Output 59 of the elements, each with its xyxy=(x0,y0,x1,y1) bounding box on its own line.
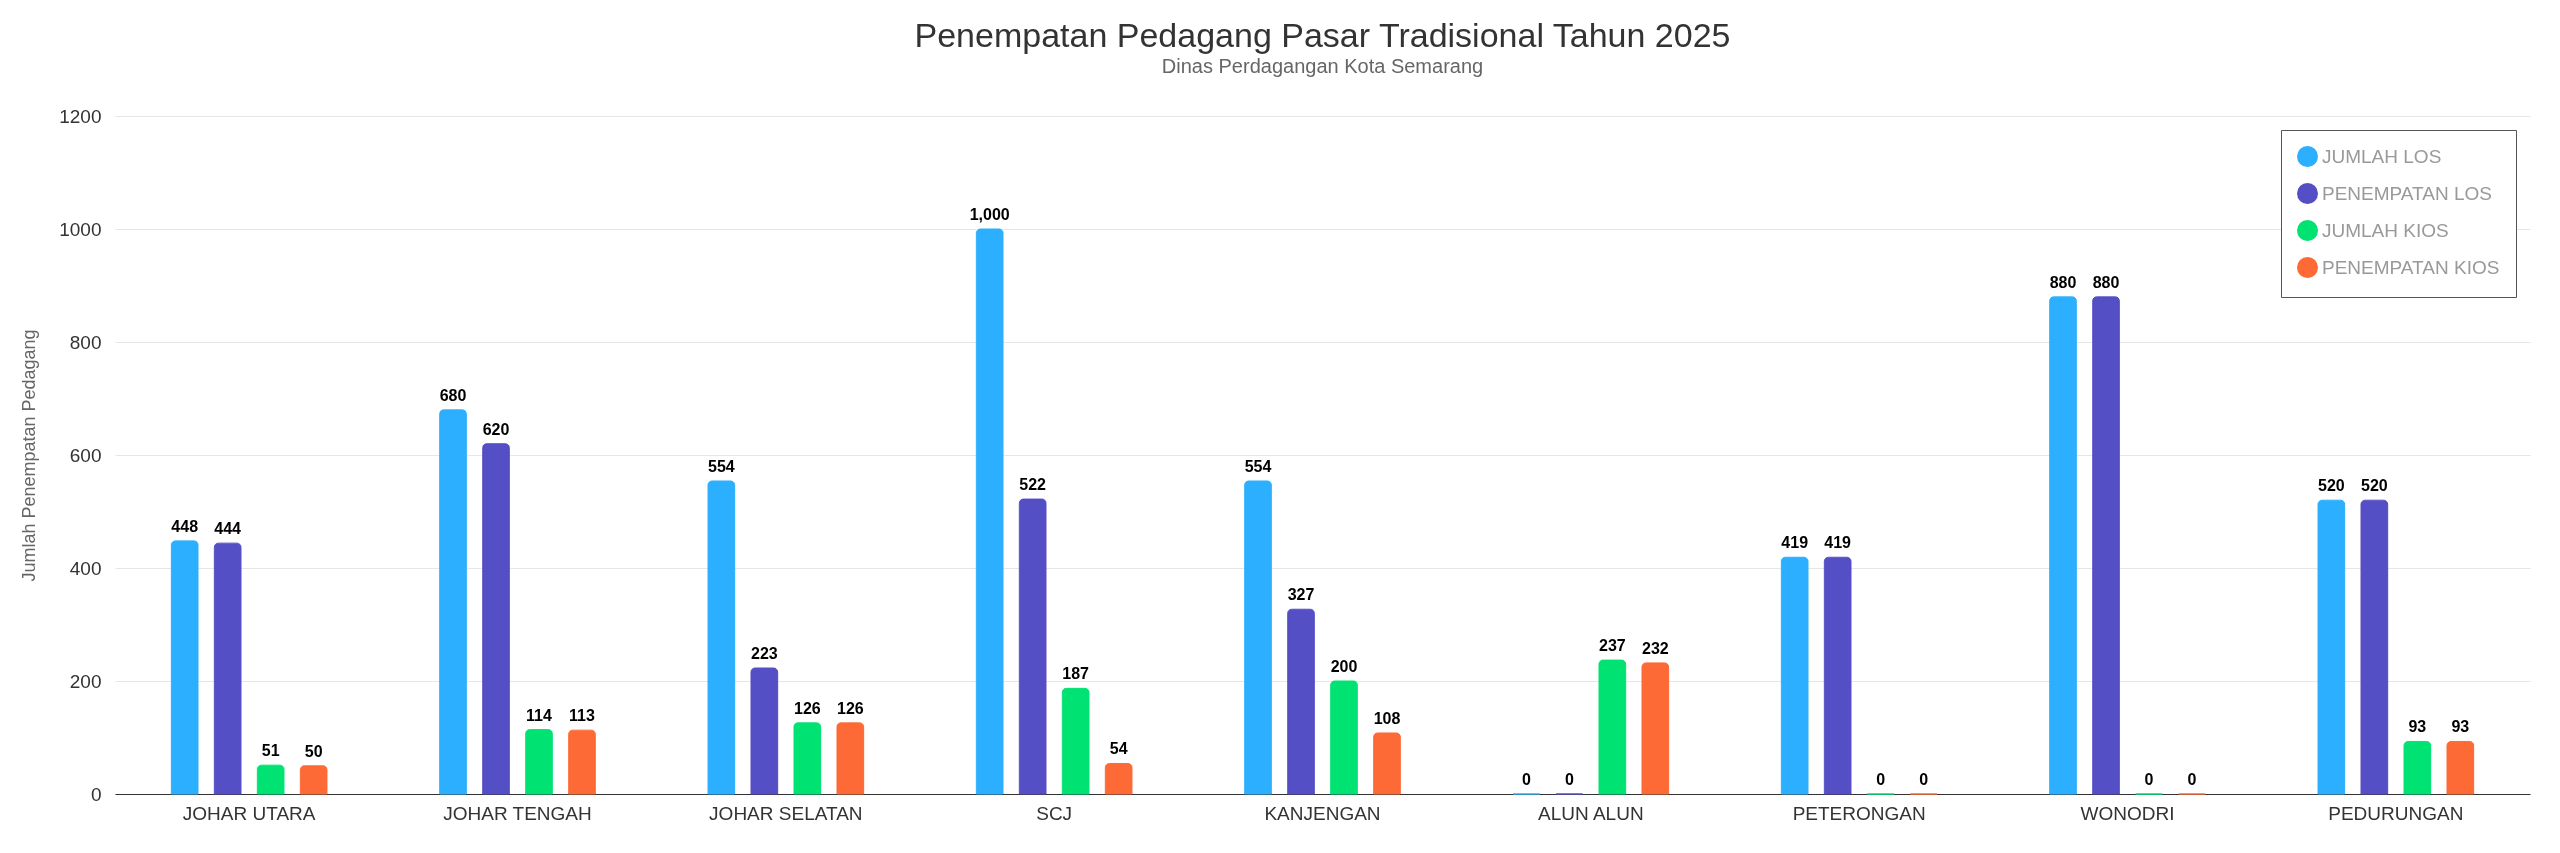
legend-label: PENEMPATAN KIOS xyxy=(2322,256,2500,278)
legend-label: JUMLAH LOS xyxy=(2322,145,2442,167)
data-label: 54 xyxy=(1109,740,1128,758)
y-axis-title: Jumlah Penempatan Pedagang xyxy=(19,329,40,582)
data-label: 51 xyxy=(261,742,280,760)
data-label: 126 xyxy=(793,699,821,717)
data-label: 419 xyxy=(1781,534,1809,552)
data-label: 200 xyxy=(1330,658,1358,675)
data-label: 448 xyxy=(171,517,199,535)
data-label: 554 xyxy=(707,457,735,475)
data-label: 554 xyxy=(1244,457,1272,475)
y-tick-label: 1000 xyxy=(59,218,102,240)
y-tick-label: 0 xyxy=(90,783,102,805)
data-label: 327 xyxy=(1287,586,1315,604)
data-label: 1,000 xyxy=(969,206,1010,223)
y-tick-label: 200 xyxy=(69,670,102,692)
data-label: 520 xyxy=(2317,477,2345,495)
data-label: 114 xyxy=(526,706,552,724)
x-tick-label: JOHAR UTARA xyxy=(182,802,316,824)
x-tick-label: PETERONGAN xyxy=(1792,802,1926,824)
data-label: 0 xyxy=(1876,771,1886,788)
legend-label: PENEMPATAN LOS xyxy=(2322,182,2492,204)
data-label: 126 xyxy=(836,699,864,717)
x-tick-label: KANJENGAN xyxy=(1264,802,1381,824)
data-label: 0 xyxy=(1564,771,1574,788)
data-label: 113 xyxy=(569,707,595,725)
chart-subtitle: Dinas Perdagangan Kota Semarang xyxy=(1161,55,1484,77)
data-label: 880 xyxy=(2092,273,2120,291)
data-label: 232 xyxy=(1641,639,1669,657)
data-label: 223 xyxy=(750,645,778,663)
x-tick-label: SCJ xyxy=(1036,802,1073,824)
data-label: 0 xyxy=(2187,771,2197,788)
data-label: 0 xyxy=(1521,771,1531,788)
y-tick-label: 800 xyxy=(69,331,102,353)
x-tick-label: JOHAR TENGAH xyxy=(443,802,592,824)
data-label: 520 xyxy=(2360,477,2388,495)
data-label: 237 xyxy=(1598,637,1626,655)
chart-title: Penempatan Pedagang Pasar Tradisional Tahun 2025 xyxy=(914,16,1731,54)
y-tick-label: 400 xyxy=(69,557,102,579)
x-tick-label: PEDURUNGAN xyxy=(2328,802,2464,824)
data-label: 50 xyxy=(304,742,323,760)
y-tick-label: 1200 xyxy=(59,105,102,127)
data-label: 620 xyxy=(482,420,510,438)
legend-label: JUMLAH KIOS xyxy=(2322,219,2449,241)
x-tick-label: ALUN ALUN xyxy=(1538,802,1644,824)
y-tick-label: 600 xyxy=(69,444,102,466)
data-label: 0 xyxy=(1919,771,1929,788)
x-tick-label: WONODRI xyxy=(2080,802,2175,824)
data-label: 880 xyxy=(2049,273,2077,291)
data-label: 93 xyxy=(2408,718,2427,736)
data-label: 187 xyxy=(1062,665,1090,683)
data-label: 522 xyxy=(1019,476,1047,494)
data-label: 444 xyxy=(214,520,242,538)
data-label: 680 xyxy=(439,386,467,404)
x-tick-label: JOHAR SELATAN xyxy=(709,802,863,824)
data-label: 93 xyxy=(2451,718,2470,736)
data-label: 108 xyxy=(1373,709,1401,727)
data-label: 419 xyxy=(1824,534,1852,552)
data-label: 0 xyxy=(2144,771,2154,788)
